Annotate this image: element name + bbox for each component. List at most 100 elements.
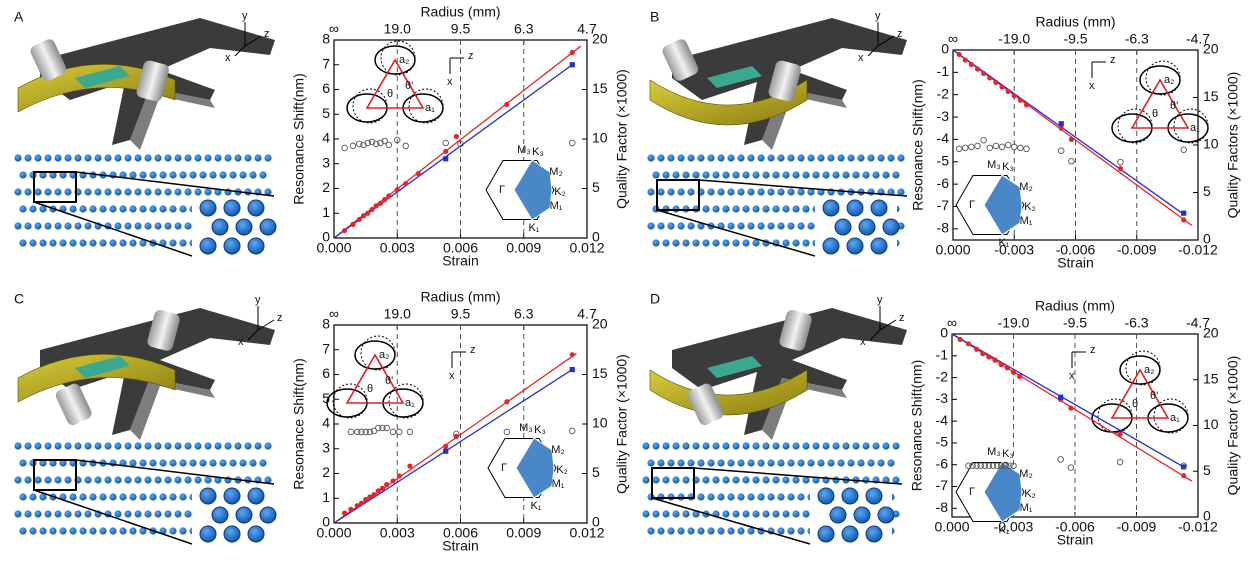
data-point bbox=[371, 491, 377, 498]
hole bbox=[184, 154, 192, 162]
y-tick-label: 6 bbox=[322, 80, 330, 96]
hole bbox=[867, 154, 875, 162]
data-point bbox=[965, 341, 972, 347]
y2-axis-title: Quality Factor (×1000) bbox=[614, 69, 630, 209]
panel-label: C bbox=[14, 291, 24, 307]
bz-label: M₃ bbox=[987, 159, 1001, 171]
bz-label: K₂ bbox=[1024, 201, 1036, 213]
x-tick-label: 0.000 bbox=[316, 240, 351, 256]
data-point bbox=[1181, 210, 1187, 216]
q-point bbox=[385, 141, 393, 149]
data-point bbox=[1068, 136, 1075, 143]
bz-label: M₂ bbox=[549, 166, 562, 178]
zoom-box bbox=[656, 179, 700, 211]
hole bbox=[44, 154, 52, 162]
hole bbox=[857, 459, 865, 467]
hole bbox=[89, 205, 97, 213]
hole bbox=[264, 188, 272, 196]
hole-zoom bbox=[235, 506, 253, 524]
bz-label: M₁ bbox=[550, 200, 563, 212]
data-point bbox=[1004, 365, 1010, 371]
hole bbox=[717, 188, 725, 196]
hole bbox=[24, 188, 32, 196]
hole bbox=[264, 476, 272, 484]
hole bbox=[847, 154, 855, 162]
data-point bbox=[504, 399, 510, 405]
hole bbox=[712, 442, 720, 450]
hole bbox=[727, 493, 735, 501]
lattice-image bbox=[12, 152, 277, 257]
hole bbox=[164, 222, 172, 230]
y-tick-label: 0 bbox=[941, 41, 949, 57]
hole bbox=[837, 459, 845, 467]
y2-tick-label: 10 bbox=[592, 130, 608, 146]
q-point bbox=[568, 139, 576, 147]
hole bbox=[24, 154, 32, 162]
x-tick-label: 0.012 bbox=[569, 240, 604, 256]
hole bbox=[114, 222, 122, 230]
hole bbox=[209, 171, 217, 179]
hole bbox=[762, 205, 770, 213]
hole bbox=[862, 442, 870, 450]
vector-label: a₁ bbox=[1170, 412, 1180, 424]
data-point bbox=[354, 503, 360, 509]
x2-axis-title: Radius (mm) bbox=[1035, 14, 1115, 30]
axis-name: y bbox=[877, 294, 883, 306]
mode-ellipse-strained bbox=[332, 383, 368, 419]
y2-tick-label: 5 bbox=[592, 464, 600, 480]
hole bbox=[129, 239, 137, 247]
data-point bbox=[1058, 394, 1064, 400]
axis-name: z bbox=[277, 312, 283, 324]
hole bbox=[174, 222, 182, 230]
hole bbox=[757, 222, 765, 230]
bz-label: M₂ bbox=[551, 444, 564, 456]
hole bbox=[892, 442, 900, 450]
hole bbox=[767, 493, 775, 501]
hole bbox=[712, 239, 720, 247]
q-point bbox=[366, 428, 374, 436]
hole bbox=[44, 476, 52, 484]
hole bbox=[14, 510, 22, 518]
hole bbox=[782, 171, 790, 179]
data-point bbox=[504, 101, 510, 107]
hole bbox=[144, 510, 152, 518]
y-tick-label: 3 bbox=[322, 154, 330, 170]
x-tick-label: 0.000 bbox=[316, 525, 351, 541]
cylinder bbox=[136, 60, 169, 102]
x-tick-label: 0.009 bbox=[506, 525, 541, 541]
bz-label: K₁ bbox=[998, 237, 1009, 249]
bz-label: M₁ bbox=[1020, 502, 1033, 514]
device-render bbox=[17, 18, 275, 150]
hole bbox=[742, 442, 750, 450]
hole bbox=[139, 459, 147, 467]
hole bbox=[752, 442, 760, 450]
hole bbox=[787, 459, 795, 467]
hole bbox=[752, 476, 760, 484]
hole bbox=[802, 239, 810, 247]
hole-zoom bbox=[223, 237, 241, 255]
x2-tick-label: 19.0 bbox=[384, 306, 411, 322]
hole bbox=[119, 239, 127, 247]
hole bbox=[747, 493, 755, 501]
y2-tick-label: 5 bbox=[1203, 462, 1211, 478]
hole bbox=[702, 476, 710, 484]
y-tick-label: -1 bbox=[936, 346, 949, 362]
hole bbox=[44, 442, 52, 450]
hole bbox=[69, 459, 77, 467]
hole bbox=[14, 476, 22, 484]
hole bbox=[672, 510, 680, 518]
hole bbox=[14, 188, 22, 196]
q-point bbox=[381, 137, 388, 145]
hole bbox=[787, 222, 795, 230]
hole bbox=[672, 476, 680, 484]
inset-axis-name: x bbox=[1069, 370, 1075, 382]
data-point bbox=[974, 66, 981, 72]
y-axis-title: Resonance Shift(nm) bbox=[291, 73, 307, 205]
x-axis-title: Strain bbox=[1057, 532, 1094, 548]
hole bbox=[79, 205, 87, 213]
hole bbox=[642, 476, 650, 484]
q-point bbox=[1002, 462, 1009, 470]
hole bbox=[59, 459, 67, 467]
hole bbox=[767, 459, 775, 467]
q-point bbox=[368, 138, 376, 146]
